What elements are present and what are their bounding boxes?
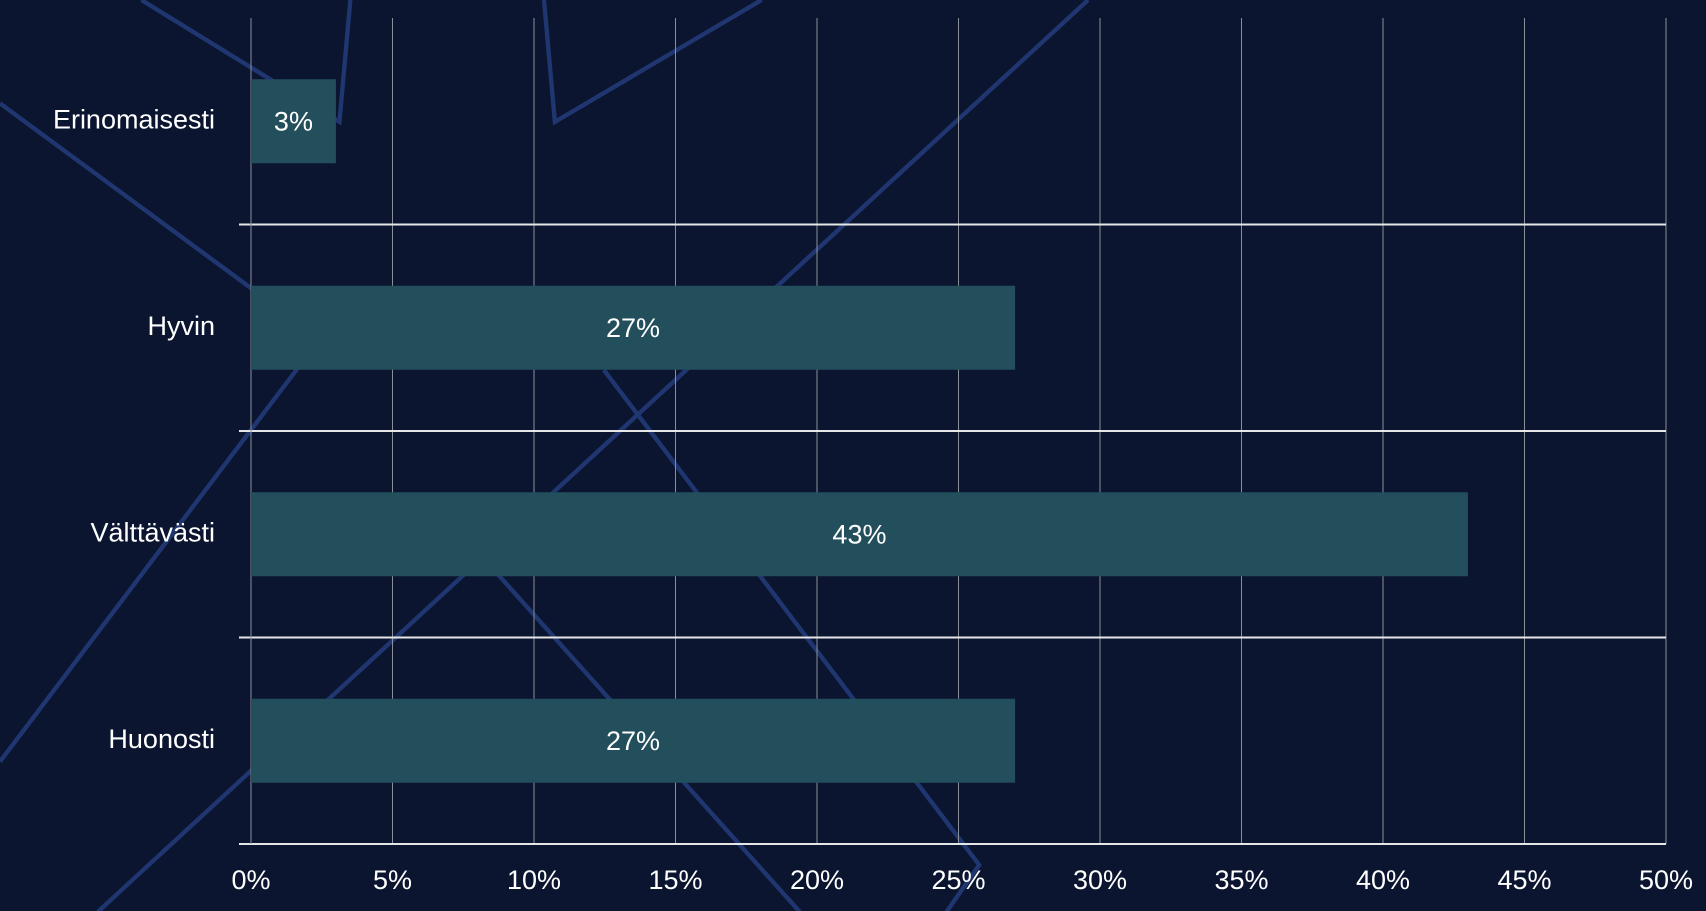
x-tick-label: 40% bbox=[1356, 865, 1410, 895]
deco-line bbox=[140, 0, 353, 126]
data-label: 27% bbox=[606, 726, 660, 756]
data-label: 43% bbox=[832, 519, 886, 549]
bar bbox=[251, 492, 1468, 577]
data-label: 27% bbox=[606, 313, 660, 343]
x-tick-label: 10% bbox=[507, 865, 561, 895]
data-label: 3% bbox=[274, 106, 313, 136]
deco-line bbox=[541, 0, 763, 126]
y-tick-label: Hyvin bbox=[147, 311, 215, 341]
x-tick-label: 5% bbox=[373, 865, 412, 895]
x-tick-label: 25% bbox=[931, 865, 985, 895]
x-tick-label: 50% bbox=[1639, 865, 1693, 895]
y-tick-label: Välttävästi bbox=[90, 517, 215, 547]
x-tick-label: 35% bbox=[1214, 865, 1268, 895]
y-tick-label: Erinomaisesti bbox=[53, 104, 215, 134]
x-tick-label: 0% bbox=[231, 865, 270, 895]
bar bbox=[251, 79, 336, 164]
x-tick-label: 45% bbox=[1497, 865, 1551, 895]
bar bbox=[251, 285, 1016, 370]
x-tick-label: 20% bbox=[790, 865, 844, 895]
deco-line bbox=[0, 357, 307, 763]
y-tick-label: Huonosti bbox=[108, 724, 215, 754]
x-tick-label: 30% bbox=[1073, 865, 1127, 895]
deco-line bbox=[0, 101, 257, 294]
x-tick-label: 15% bbox=[648, 865, 702, 895]
bar bbox=[251, 698, 1016, 783]
